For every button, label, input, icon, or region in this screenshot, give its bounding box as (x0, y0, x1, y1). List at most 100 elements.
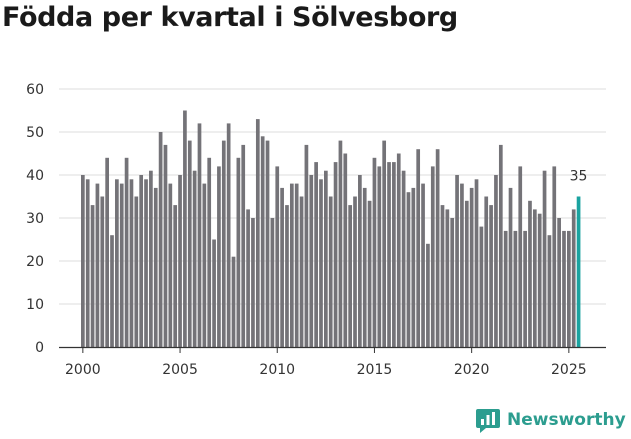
bar (241, 144, 246, 347)
bar (358, 175, 362, 347)
bar (460, 183, 464, 347)
bar (226, 123, 231, 348)
x-tick-label: 2020 (454, 362, 490, 378)
brand-name: Newsworthy (507, 410, 626, 430)
bar (275, 166, 280, 347)
bar (231, 256, 236, 347)
bar (197, 123, 202, 348)
bar (430, 166, 435, 347)
bar (324, 170, 328, 347)
bar (173, 205, 178, 347)
bar (571, 209, 576, 347)
x-tick-label: 2010 (259, 362, 295, 378)
bar (294, 183, 299, 347)
bar (547, 235, 552, 347)
bar (489, 205, 493, 347)
bar (353, 196, 357, 347)
axes: 0 10 20 30 40 50 60 2000 2005 2010 2015 2020 2025 (26, 82, 606, 378)
bars (81, 110, 581, 348)
bar (532, 209, 537, 347)
bar (450, 218, 455, 347)
bar (382, 140, 387, 347)
bar (421, 183, 425, 347)
bar (484, 196, 489, 347)
bar (411, 187, 416, 347)
bar (149, 170, 153, 347)
bar (416, 149, 421, 347)
bar (221, 140, 226, 347)
bar (537, 213, 542, 347)
bar (494, 175, 498, 347)
latest-value-label: 35 (570, 169, 588, 185)
bar (440, 205, 445, 347)
bar-chart: 0 10 20 30 40 50 60 2000 2005 2010 2015 2020 2025 35 (26, 82, 606, 378)
bar (299, 196, 304, 347)
chart-title: Födda per kvartal i Sölvesborg (2, 2, 458, 33)
bar (498, 144, 503, 347)
bar (304, 144, 309, 347)
bar (513, 230, 518, 347)
bar (435, 149, 440, 347)
bar (168, 183, 173, 347)
bar (90, 205, 95, 347)
bar (212, 239, 216, 347)
bar (518, 166, 523, 347)
bar (163, 144, 168, 347)
bar (396, 153, 401, 347)
bar (426, 243, 430, 347)
bar (479, 226, 484, 347)
bar (567, 230, 571, 347)
bar (328, 196, 333, 347)
bar (81, 175, 85, 347)
bar-latest (576, 196, 581, 347)
bar (367, 200, 372, 347)
bar (338, 140, 343, 347)
bar (260, 136, 265, 347)
bar (251, 218, 255, 347)
bar (557, 218, 561, 347)
bar (309, 175, 314, 347)
bar (406, 192, 411, 347)
bar (387, 162, 391, 347)
bar (105, 157, 109, 347)
bar (523, 230, 527, 347)
bar (144, 179, 148, 347)
bar (542, 170, 547, 347)
bar (372, 157, 377, 347)
bar (110, 235, 114, 347)
bar (183, 110, 187, 347)
bar (377, 166, 382, 347)
bar (100, 196, 105, 347)
x-tick-label: 2025 (551, 362, 587, 378)
bar (562, 230, 566, 347)
bar (178, 175, 182, 347)
x-tick-label: 2000 (65, 362, 101, 378)
bar (134, 196, 139, 347)
bar (85, 179, 90, 347)
bar (158, 132, 163, 347)
bar (401, 170, 406, 347)
bar (464, 200, 469, 347)
bar (187, 140, 192, 347)
y-tick-label: 60 (26, 82, 44, 98)
labels: 35 (570, 169, 588, 185)
bar (124, 157, 129, 347)
bar (503, 230, 508, 347)
x-tick-label: 2005 (162, 362, 198, 378)
bar (455, 175, 459, 347)
bar (139, 175, 144, 347)
bar (153, 187, 158, 347)
bar (474, 179, 479, 347)
bar (202, 183, 207, 347)
bar (217, 166, 221, 347)
bar (362, 187, 367, 347)
bar (552, 166, 557, 347)
newsworthy-logo: Newsworthy (475, 407, 626, 433)
y-tick-label: 20 (26, 254, 44, 270)
bar (192, 170, 197, 347)
bar (314, 162, 318, 347)
bar (246, 209, 250, 347)
bar (115, 179, 119, 347)
bar (236, 157, 241, 347)
bar (285, 205, 289, 347)
